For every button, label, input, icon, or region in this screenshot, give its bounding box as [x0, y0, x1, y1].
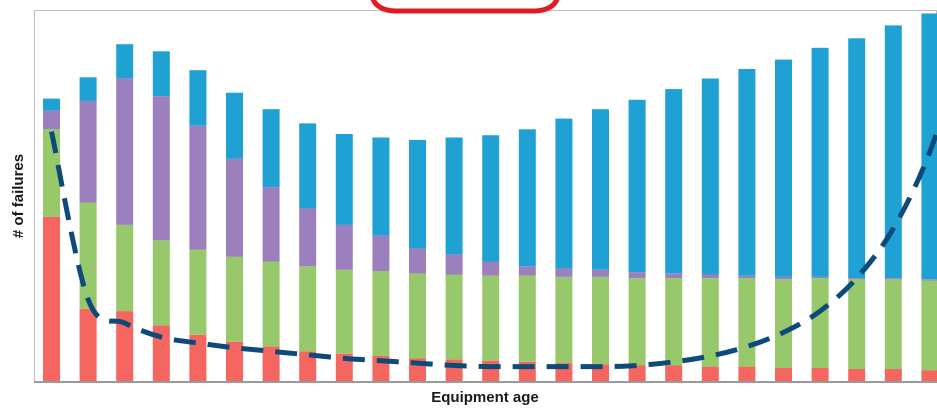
bar-segment-3-6 [226, 158, 243, 257]
bar-segment-4-20 [738, 69, 756, 276]
bar-segment-2-11 [409, 273, 426, 359]
bar-segment-3-20 [738, 275, 756, 279]
bar-segment-3-11 [409, 248, 426, 274]
bar-segment-3-23 [848, 278, 866, 280]
bar-segment-2-8 [299, 266, 317, 352]
bar-segment-4-23 [848, 38, 866, 278]
bar-segment-2-13 [482, 275, 500, 361]
bar-segment-4-15 [555, 118, 573, 269]
bar-segment-2-9 [335, 269, 353, 354]
bar-segment-3-7 [262, 187, 280, 262]
bar-segment-1-18 [665, 365, 683, 382]
bars-layer [43, 13, 937, 382]
bar-segment-3-17 [628, 272, 646, 279]
bar-segment-1-25 [921, 370, 937, 382]
bar-segment-3-16 [592, 269, 609, 277]
bar-segment-2-15 [555, 276, 573, 364]
bar-segment-4-17 [628, 99, 646, 273]
bar-segment-4-9 [335, 134, 353, 225]
bar-segment-4-6 [226, 92, 243, 159]
bar-segment-3-21 [775, 276, 792, 280]
bar-segment-1-20 [738, 366, 756, 382]
bar-segment-4-8 [299, 123, 317, 209]
bar-segment-3-2 [79, 100, 97, 203]
bar-segment-2-14 [518, 275, 536, 362]
bar-segment-3-3 [116, 78, 134, 225]
bar-segment-4-19 [701, 78, 719, 275]
bar-segment-3-8 [299, 208, 317, 267]
bar-segment-3-12 [445, 254, 463, 275]
y-axis-title: # of failures [10, 154, 27, 238]
bar-segment-2-23 [848, 279, 866, 370]
bar-segment-3-1 [43, 110, 60, 130]
bar-segment-4-2 [79, 77, 97, 101]
bar-segment-3-10 [372, 235, 390, 271]
bar-segment-3-22 [811, 276, 829, 279]
bar-segment-4-7 [262, 109, 280, 188]
bar-segment-4-4 [152, 51, 170, 97]
bar-segment-2-22 [811, 278, 829, 368]
bar-segment-3-13 [482, 261, 500, 276]
bar-segment-4-12 [445, 137, 463, 255]
bar-segment-3-5 [189, 125, 207, 250]
bar-segment-4-10 [372, 137, 390, 236]
bar-segment-3-24 [884, 278, 902, 280]
bar-segment-1-19 [701, 366, 719, 382]
bar-segment-1-23 [848, 369, 866, 382]
bar-segment-1-13 [482, 360, 500, 382]
bar-segment-1-1 [43, 216, 60, 382]
bar-segment-2-5 [189, 249, 207, 335]
bar-segment-3-15 [555, 268, 573, 277]
bar-segment-4-3 [116, 44, 134, 79]
bar-segment-2-10 [372, 271, 390, 356]
bar-segment-1-3 [116, 311, 134, 382]
bar-segment-1-5 [189, 334, 207, 382]
bar-segment-3-4 [152, 96, 170, 241]
bar-segment-2-19 [701, 278, 719, 367]
failure-rate-bathtub-curve [49, 124, 937, 370]
bar-segment-4-25 [921, 13, 937, 280]
bar-segment-1-22 [811, 367, 829, 382]
bar-segment-2-6 [226, 256, 243, 342]
bar-segment-2-25 [921, 280, 937, 371]
bar-segment-4-22 [811, 47, 829, 277]
bar-segment-2-4 [152, 240, 170, 326]
bar-segment-1-17 [628, 365, 646, 382]
bar-segment-2-7 [262, 261, 280, 347]
bar-segment-1-21 [775, 367, 792, 382]
bar-segment-4-18 [665, 89, 683, 274]
bar-segment-4-1 [43, 98, 60, 111]
bar-segment-2-24 [884, 279, 902, 370]
bar-segment-4-5 [189, 70, 207, 126]
bar-segment-1-24 [884, 369, 902, 382]
bar-segment-4-14 [518, 129, 536, 267]
bar-segment-2-16 [592, 276, 609, 365]
bar-segment-2-12 [445, 274, 463, 360]
bar-segment-2-20 [738, 278, 756, 367]
bar-segment-3-14 [518, 266, 536, 276]
bar-segment-2-2 [79, 202, 97, 309]
bar-segment-3-18 [665, 273, 683, 279]
bar-segment-4-16 [592, 109, 609, 270]
bar-segment-2-21 [775, 279, 792, 368]
bar-segment-4-21 [775, 59, 792, 277]
top-red-outline-decoration [370, 0, 560, 14]
bar-segment-4-11 [409, 139, 426, 249]
bar-segment-2-3 [116, 224, 134, 312]
bar-segment-3-19 [701, 274, 719, 278]
bar-segment-4-24 [884, 25, 902, 279]
bar-segment-2-18 [665, 278, 683, 366]
bar-segment-1-7 [262, 346, 280, 382]
bar-segment-4-13 [482, 135, 500, 262]
bar-segment-3-25 [921, 279, 937, 281]
bar-segment-1-4 [152, 325, 170, 382]
bar-segment-1-8 [299, 351, 317, 382]
bar-segment-3-9 [335, 224, 353, 270]
bar-segment-1-6 [226, 341, 243, 382]
x-axis-title: Equipment age [431, 389, 539, 406]
bar-segment-1-2 [79, 308, 97, 382]
bar-segment-2-17 [628, 278, 646, 366]
